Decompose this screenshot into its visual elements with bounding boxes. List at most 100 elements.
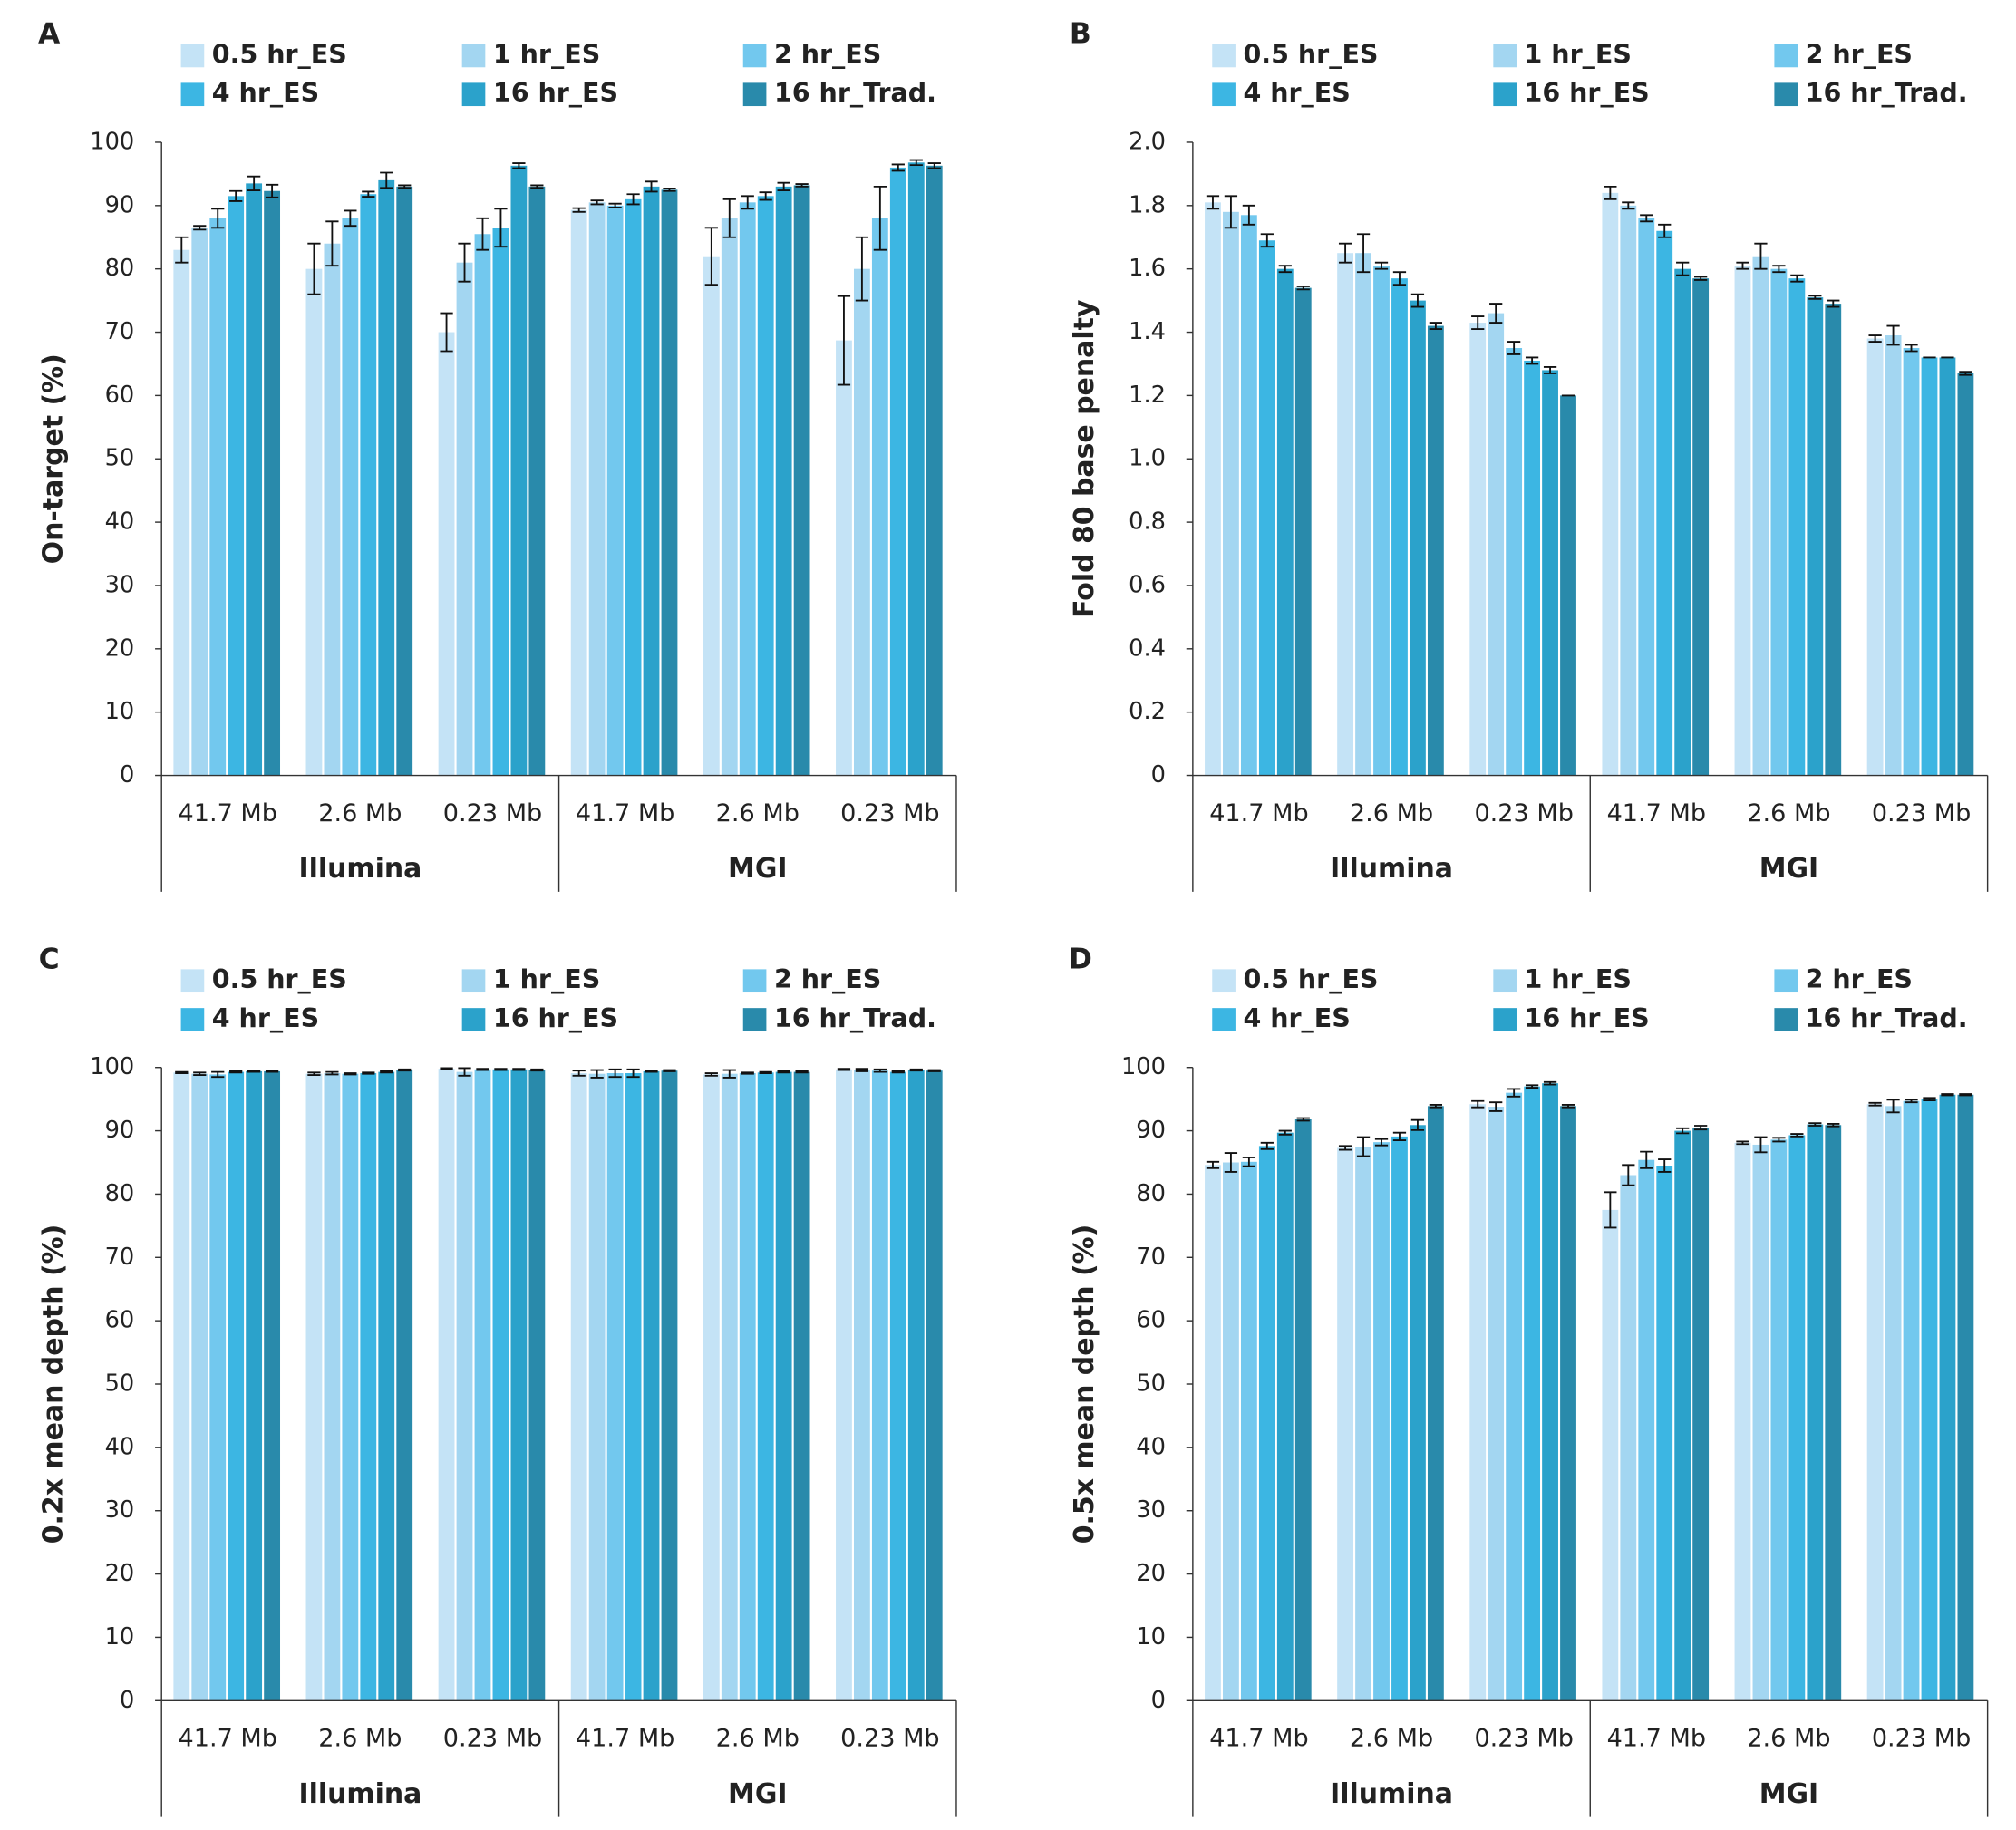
y-tick-label: 100 [1121, 1053, 1166, 1080]
bar [1788, 278, 1806, 776]
error-bar [795, 1070, 809, 1074]
legend-label: 16 hr_Trad. [774, 1003, 936, 1033]
error-bar [1296, 1117, 1310, 1122]
bar [1276, 1132, 1294, 1701]
bar [246, 183, 263, 776]
bar [721, 1073, 738, 1701]
y-tick-label: 70 [1136, 1244, 1166, 1271]
x-tick-label: 41.7 Mb [1209, 799, 1308, 828]
legend-swatch [742, 44, 767, 68]
bar [1885, 1106, 1902, 1701]
error-bar [741, 1071, 754, 1075]
y-tick-label: 60 [1136, 1307, 1166, 1334]
bar [1885, 335, 1902, 776]
error-bar [325, 220, 339, 267]
error-bar [512, 162, 526, 169]
bar [606, 205, 624, 776]
y-tick-label: 30 [1136, 1496, 1166, 1524]
bar [1939, 357, 1956, 776]
bar [438, 1069, 455, 1701]
bar [456, 1071, 473, 1701]
bar [305, 268, 323, 776]
error-bar [476, 1068, 489, 1071]
bar [209, 218, 227, 776]
error-bar [1242, 1156, 1256, 1167]
legend-swatch [1774, 969, 1798, 993]
bar [836, 1069, 852, 1701]
error-bar [494, 208, 508, 248]
error-bar [1886, 324, 1900, 346]
bar [360, 194, 377, 776]
error-bar [1429, 322, 1443, 330]
y-axis-title: 0.2x mean depth (%) [37, 1225, 69, 1544]
error-bar [1507, 341, 1521, 355]
bar [1337, 1147, 1354, 1701]
y-tick-label: 0.4 [1129, 634, 1166, 662]
legend-swatch [461, 44, 486, 68]
bar [1674, 268, 1691, 776]
bar [1469, 1104, 1487, 1701]
bar [1692, 1128, 1710, 1701]
error-bar [1868, 334, 1882, 343]
y-tick-label: 30 [105, 571, 135, 598]
error-bar [1278, 265, 1292, 274]
legend-label: 4 hr_ES [212, 1003, 319, 1033]
error-bar [1736, 1140, 1749, 1146]
y-tick-label: 20 [105, 1560, 135, 1587]
x-group-label: MGI [1759, 853, 1818, 885]
error-bar [1489, 303, 1503, 324]
error-bar [1658, 1158, 1672, 1173]
y-tick-label: 90 [105, 191, 135, 218]
error-bar [265, 1070, 279, 1073]
bar [1427, 325, 1444, 776]
error-bar [909, 159, 923, 167]
error-bar [873, 185, 887, 251]
bar [1294, 287, 1312, 776]
error-bar [1754, 242, 1768, 270]
y-tick-label: 10 [105, 698, 135, 725]
x-tick-label: 2.6 Mb [318, 799, 402, 828]
bar [1205, 1165, 1221, 1701]
error-bar [1790, 274, 1804, 283]
legend-label: 16 hr_ES [1525, 78, 1650, 108]
bar [606, 1073, 624, 1701]
error-bar [494, 1068, 508, 1071]
legend-label: 2 hr_ES [774, 39, 881, 69]
bar [1866, 1104, 1884, 1701]
y-tick-label: 70 [105, 1244, 135, 1271]
error-bar [777, 1070, 790, 1074]
y-tick-label: 20 [105, 634, 135, 662]
y-tick-label: 80 [105, 1180, 135, 1207]
error-bar [645, 1070, 658, 1073]
bar [1427, 1106, 1444, 1701]
legend-swatch [461, 82, 486, 107]
bar [510, 1069, 528, 1701]
legend-label: 1 hr_ES [493, 39, 600, 69]
legend-swatch [742, 82, 767, 107]
bar [793, 1071, 810, 1701]
error-bar [1658, 223, 1672, 238]
error-bar [1790, 1133, 1804, 1138]
bar [1638, 1159, 1655, 1701]
error-bar [759, 1070, 772, 1074]
bar [1488, 1107, 1505, 1701]
bar [528, 1070, 546, 1701]
bar [739, 1073, 756, 1701]
bar [1939, 1094, 1956, 1701]
x-tick-label: 0.23 Mb [1474, 799, 1573, 828]
error-bar [1959, 371, 1972, 376]
bar [643, 186, 660, 776]
bar [1921, 357, 1938, 776]
error-bar [1356, 233, 1371, 274]
x-tick-label: 0.23 Mb [1872, 1725, 1971, 1753]
error-bar [590, 199, 604, 206]
error-bar [777, 181, 790, 191]
error-bar [1827, 299, 1840, 308]
error-bar [1471, 315, 1485, 330]
error-bar [927, 162, 941, 169]
y-tick-label: 80 [105, 255, 135, 282]
bar [907, 1070, 925, 1701]
bar [1560, 395, 1576, 776]
bar [1258, 240, 1275, 776]
error-bar [704, 1072, 718, 1077]
